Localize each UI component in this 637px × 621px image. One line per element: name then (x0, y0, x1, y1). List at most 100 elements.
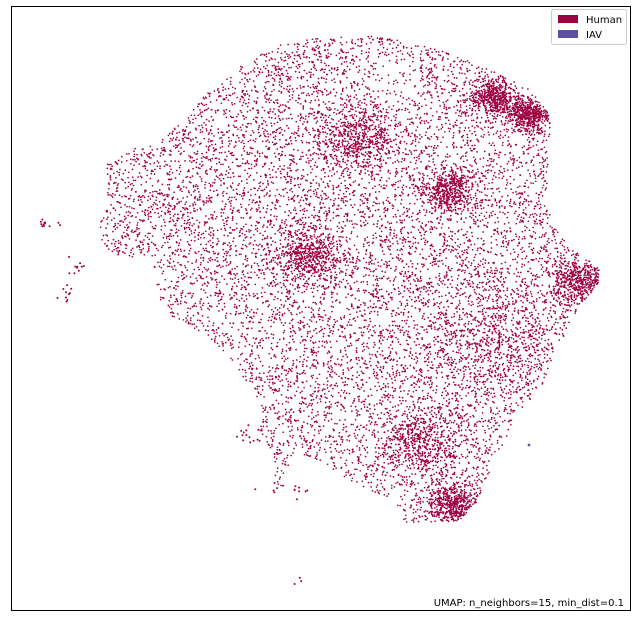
data-point-human (131, 168, 134, 171)
data-point-human (389, 458, 392, 461)
data-point-human (399, 215, 401, 217)
data-point-human (346, 154, 349, 157)
data-point-human (360, 215, 363, 218)
data-point-human (404, 517, 407, 520)
data-point-human (317, 89, 320, 92)
data-point-human (359, 104, 361, 107)
data-point-human (249, 355, 251, 357)
data-point-human (158, 189, 161, 191)
data-point-human (499, 134, 502, 136)
data-point-human (268, 406, 271, 409)
data-point-human (229, 202, 232, 205)
data-point-human (285, 69, 288, 72)
data-point-human (481, 309, 484, 311)
data-point-human (114, 209, 117, 212)
data-point-human (293, 184, 296, 187)
data-point-human (439, 219, 442, 221)
data-point-human (329, 331, 331, 334)
data-point-human (470, 443, 472, 446)
data-point-human (530, 343, 532, 345)
data-point-human (277, 229, 279, 232)
data-point-human (355, 349, 358, 352)
data-point-human (541, 118, 544, 121)
data-point-human (444, 495, 447, 498)
data-point-human (318, 373, 321, 376)
data-point-human (407, 466, 410, 469)
data-point-human (273, 456, 276, 458)
data-point-human (374, 344, 376, 346)
data-point-human (305, 288, 308, 291)
data-point-human (471, 281, 474, 283)
data-point-human (285, 279, 287, 281)
data-point-human (126, 224, 128, 226)
data-point-human (364, 238, 366, 240)
data-point-human (176, 198, 179, 200)
data-point-human (332, 436, 335, 438)
data-point-human (458, 300, 461, 302)
data-point-human (376, 158, 379, 161)
data-point-human (391, 204, 394, 206)
data-point-human (280, 58, 283, 61)
data-point-human (312, 251, 315, 254)
data-point-human (230, 347, 233, 350)
data-point-human (217, 300, 220, 302)
data-point-human (395, 143, 398, 146)
data-point-human (395, 236, 398, 239)
data-point-human (286, 295, 289, 298)
data-point-human (321, 128, 324, 130)
data-point-human (537, 354, 540, 357)
data-point-human (228, 140, 230, 142)
data-point-human (365, 363, 368, 366)
data-point-human (517, 311, 519, 313)
data-point-human (380, 38, 383, 41)
data-point-human (541, 141, 544, 144)
data-point-human (482, 240, 485, 242)
data-point-human (338, 431, 341, 434)
data-point-human (241, 124, 244, 126)
data-point-human (184, 136, 186, 139)
data-point-human (439, 421, 442, 424)
data-point-human (196, 279, 199, 282)
data-point-human (450, 295, 453, 297)
data-point-human (389, 375, 391, 378)
data-point-human (500, 271, 503, 274)
data-point-human (442, 435, 445, 438)
data-point-human (272, 310, 275, 313)
data-point-human (291, 266, 293, 269)
data-point-human (395, 265, 397, 268)
data-point-human (295, 163, 298, 165)
data-point-human (427, 425, 429, 428)
data-point-human (169, 165, 171, 167)
data-point-human (386, 209, 389, 212)
data-point-human (226, 219, 228, 222)
data-point-human (498, 190, 501, 193)
data-point-human (416, 156, 418, 159)
data-point-human (331, 79, 333, 82)
data-point-human (330, 271, 332, 273)
data-point-human (401, 326, 404, 329)
data-point-human (356, 481, 358, 483)
data-point-human (414, 296, 417, 299)
data-point-human (560, 313, 563, 316)
data-point-human (538, 336, 541, 339)
data-point-human (373, 375, 376, 377)
data-point-human (272, 383, 274, 385)
data-point-human (522, 127, 524, 129)
data-point-human (535, 309, 537, 312)
data-point-human (216, 229, 219, 232)
data-point-human (397, 161, 400, 163)
data-point-human (527, 261, 530, 263)
data-point-human (266, 425, 268, 428)
data-point-human (428, 68, 431, 70)
data-point-human (136, 221, 139, 224)
data-point-human (342, 160, 344, 163)
data-point-human (132, 179, 135, 182)
data-point-human (391, 394, 394, 397)
data-point-human (296, 273, 299, 276)
data-point-human (312, 341, 314, 344)
data-point-human (386, 398, 389, 401)
data-point-human (333, 162, 336, 165)
data-point-human (562, 314, 565, 317)
data-point-human (359, 131, 361, 134)
data-point-human (303, 210, 306, 212)
